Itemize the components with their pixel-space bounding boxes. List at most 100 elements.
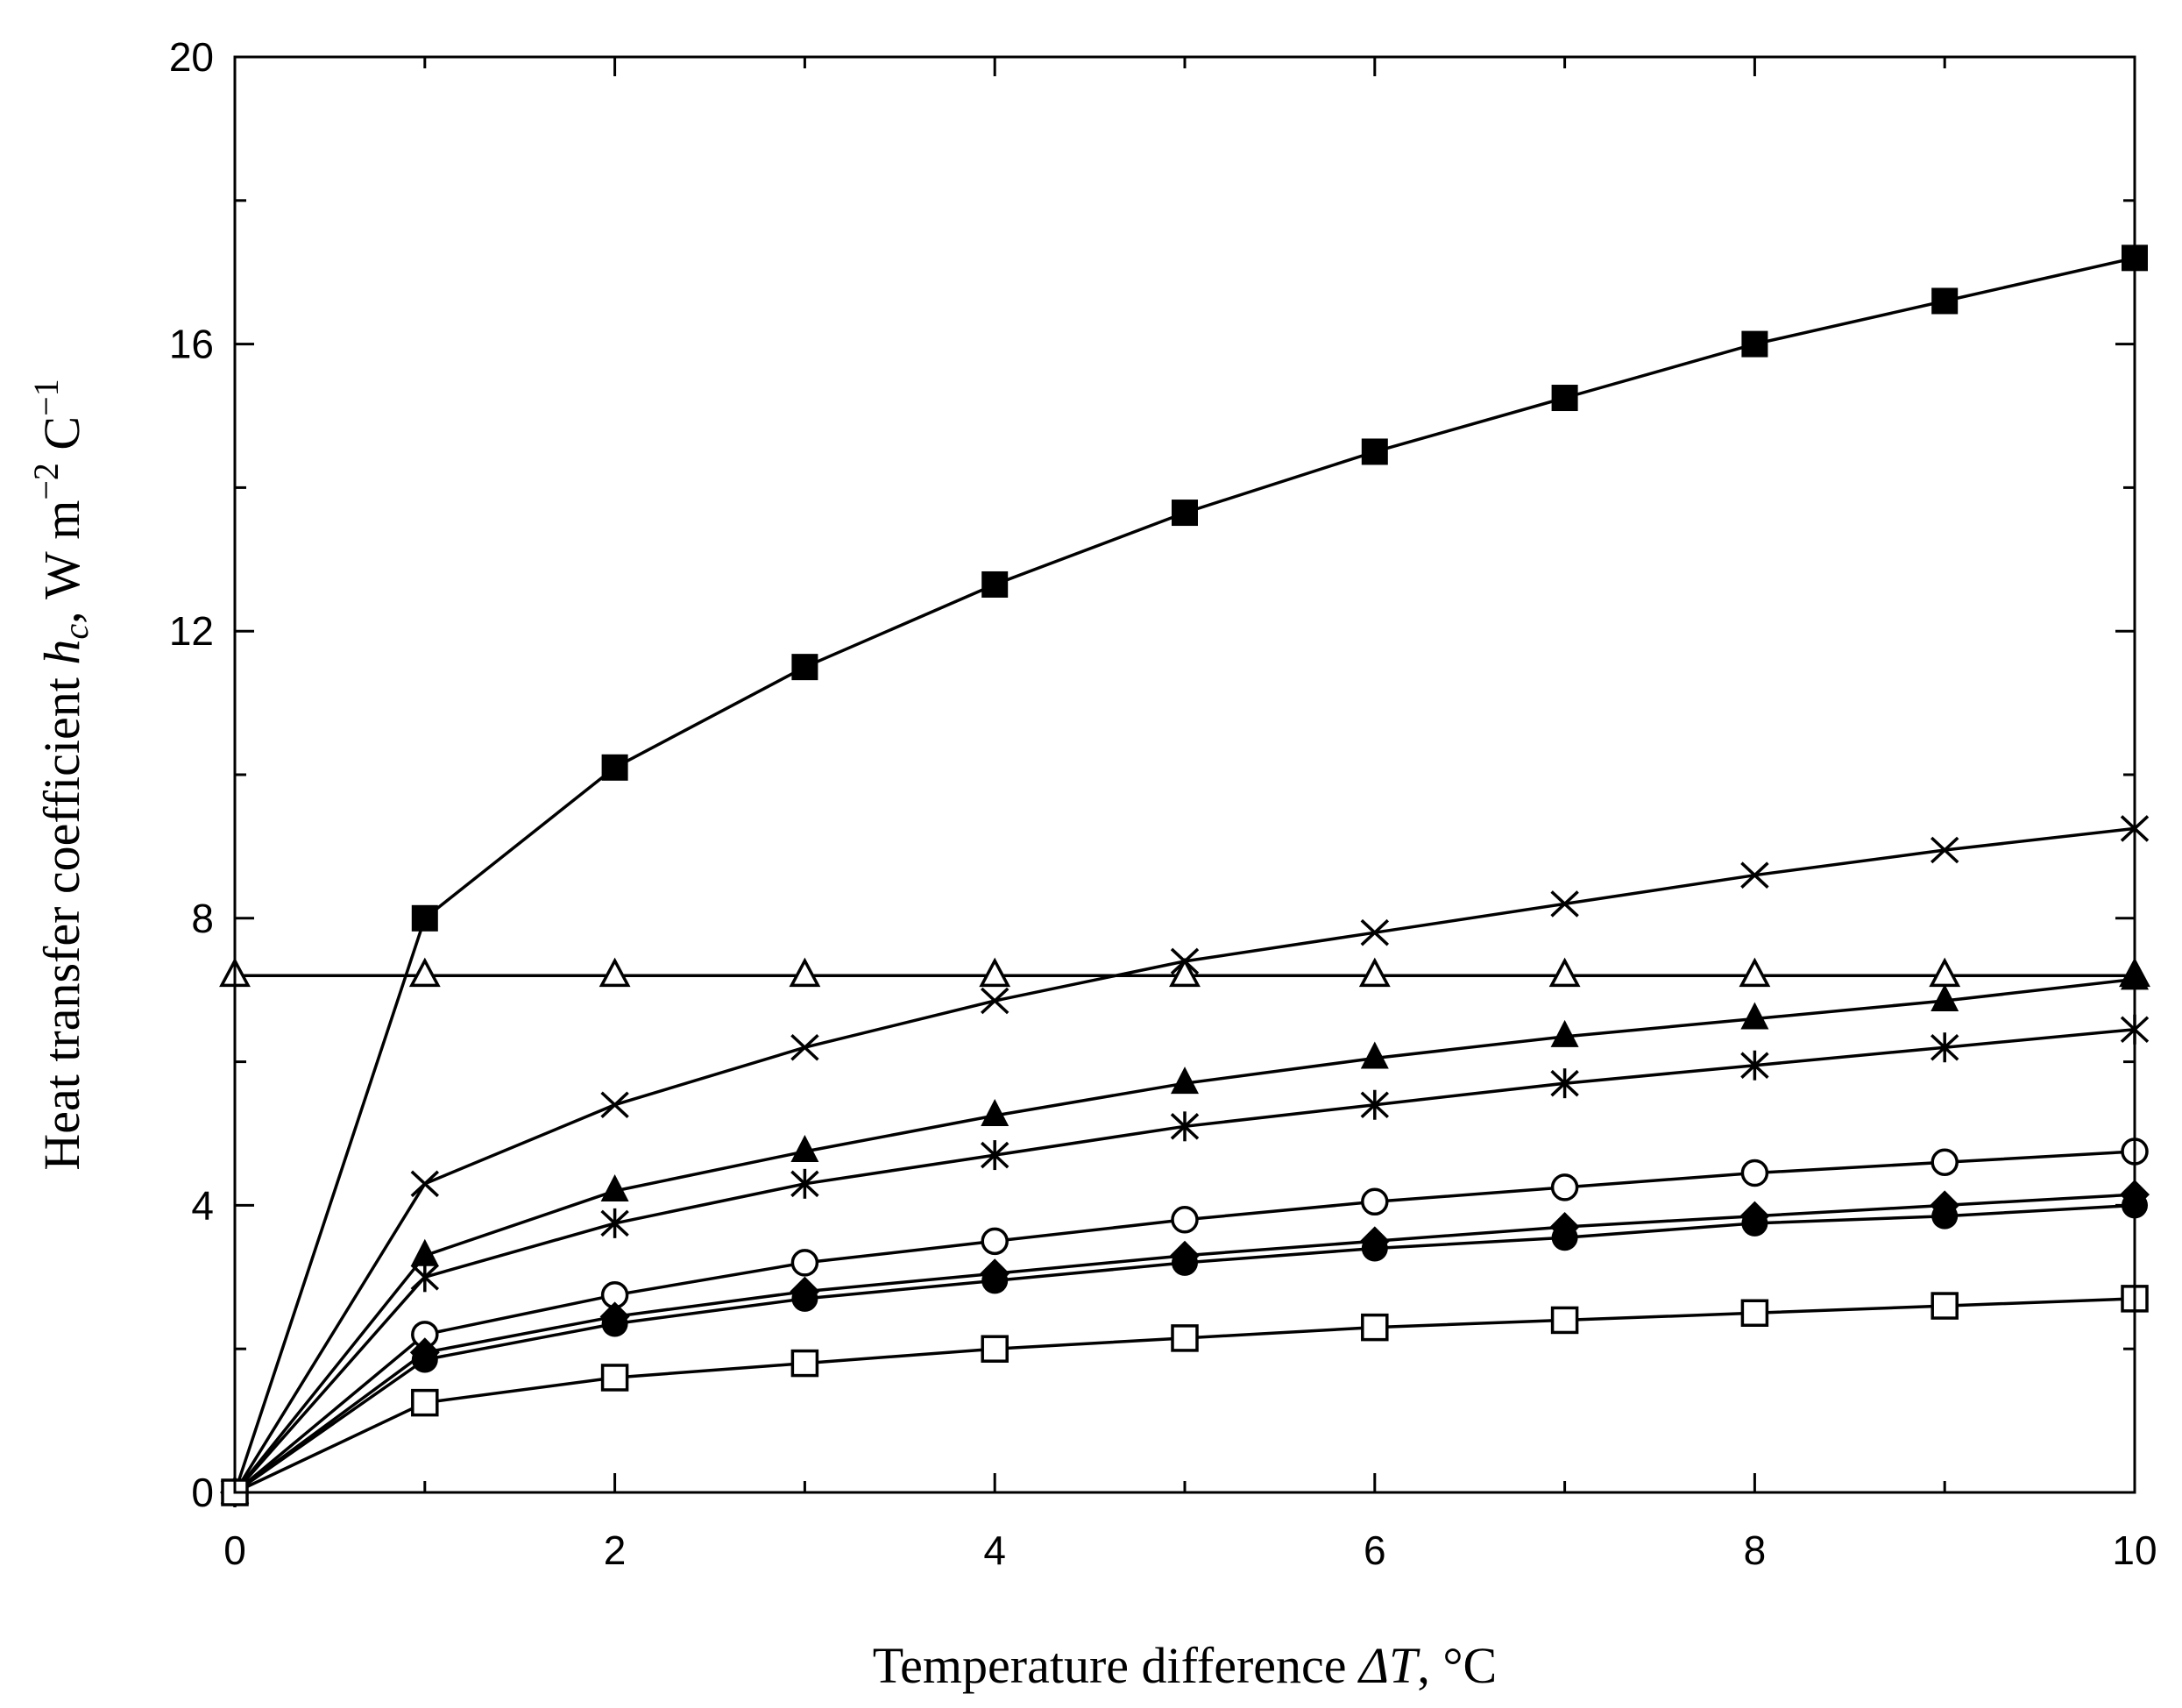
open-triangle-point <box>408 957 441 988</box>
cross-point <box>1931 836 1959 864</box>
open-circle-point <box>981 1227 1009 1256</box>
filled-circle-point <box>1931 1202 1959 1230</box>
y-axis-title-prefix: Heat transfer coefficient <box>33 665 90 1171</box>
asterisk-point <box>1740 1050 1769 1081</box>
cross-point <box>600 1091 629 1119</box>
open-square-point <box>790 1349 819 1378</box>
open-triangle-point <box>1739 957 1771 988</box>
open-triangle-point <box>1929 957 1961 988</box>
filled-circle-point <box>601 1310 628 1337</box>
filled-triangle-point <box>1550 1019 1579 1047</box>
filled-circle-point <box>1361 1235 1388 1262</box>
y-axis-title-subscript: c <box>56 624 96 640</box>
open-triangle-point <box>1169 957 1201 988</box>
filled-circle-point <box>1172 1249 1198 1276</box>
x-axis-title-symbol: ΔT <box>1357 1637 1420 1694</box>
y-tick-label: 20 <box>169 34 214 80</box>
x-tick-label: 8 <box>1744 1527 1767 1573</box>
filled-triangle-point <box>790 1134 819 1162</box>
series-lines <box>233 256 2136 1494</box>
filled-triangle-point <box>981 1099 1010 1127</box>
open-square-point <box>1931 1292 1959 1320</box>
open-square-point <box>981 1335 1009 1363</box>
open-circle-line <box>233 1150 2136 1494</box>
filled-triangle-point <box>600 1174 629 1202</box>
filled-square-point <box>1741 330 1768 358</box>
cross-point <box>981 987 1010 1015</box>
ticks-layer <box>233 55 2136 1494</box>
y-tick-label: 8 <box>191 896 214 941</box>
open-circle-point <box>1171 1206 1199 1234</box>
filled-triangle-point <box>1740 1002 1769 1030</box>
x-tick-label: 6 <box>1364 1527 1386 1573</box>
cross-line <box>233 826 2136 1493</box>
filled-square-point <box>1172 500 1198 527</box>
x-tick-label: 10 <box>2112 1527 2157 1573</box>
x-axis-title: Temperature difference ΔT, °C <box>873 1637 1497 1694</box>
open-circle-point <box>1550 1173 1579 1201</box>
filled-square-point <box>1361 438 1388 465</box>
open-triangle-point <box>599 957 631 988</box>
filled-square-point <box>601 754 628 781</box>
asterisk-point <box>1170 1111 1200 1142</box>
cross-point <box>1360 918 1389 946</box>
series-markers <box>219 245 2150 1507</box>
cross-point <box>790 1033 819 1061</box>
x-axis-title-prefix: Temperature difference <box>873 1637 1359 1694</box>
filled-circle-point <box>1741 1209 1768 1237</box>
x-tick-label: 4 <box>983 1527 1006 1573</box>
open-triangle-point <box>979 957 1011 988</box>
labels-layer: 0 4 8 12 16 20 0 2 4 6 8 10 <box>169 34 2157 1573</box>
open-triangle-point <box>1358 957 1391 988</box>
asterisk-point <box>600 1208 629 1238</box>
asterisk-point <box>1360 1089 1389 1120</box>
y-tick-label: 12 <box>169 608 214 654</box>
y-tick-label: 4 <box>191 1182 214 1228</box>
cross-point <box>410 1170 439 1198</box>
open-square-point <box>1361 1313 1389 1342</box>
open-square-point <box>600 1364 629 1392</box>
asterisk-point <box>981 1140 1010 1171</box>
asterisk-point <box>1550 1068 1579 1099</box>
x-tick-label: 0 <box>223 1527 246 1573</box>
open-circle-point <box>1740 1159 1769 1187</box>
open-square-point <box>1171 1324 1199 1352</box>
open-circle-point <box>790 1249 819 1277</box>
filled-square-point <box>981 571 1009 598</box>
asterisk-point <box>790 1168 819 1199</box>
y-tick-label: 0 <box>191 1470 214 1515</box>
open-circle-point <box>1361 1187 1389 1216</box>
plot-frame <box>233 55 2136 1494</box>
filled-square-point <box>1551 385 1578 412</box>
x-tick-label: 2 <box>604 1527 627 1573</box>
filled-circle-point <box>981 1267 1009 1294</box>
filled-square-point <box>791 654 818 681</box>
asterisk-point <box>1931 1032 1959 1063</box>
filled-triangle-point <box>1931 983 1959 1011</box>
open-square-point <box>1740 1299 1769 1327</box>
y-axis-title-symbol: h <box>33 640 90 665</box>
y-axis-title-unit-mid: C <box>33 416 90 463</box>
y-axis-title-exp2: −1 <box>26 379 66 416</box>
filled-circle-point <box>411 1346 438 1373</box>
y-axis-title-unit: , W m <box>33 500 90 624</box>
filled-square-point <box>1931 287 1959 315</box>
cross-point <box>1740 861 1769 889</box>
filled-circle-point <box>791 1285 818 1312</box>
cross-point <box>1550 890 1579 918</box>
filled-triangle-point <box>1360 1041 1389 1069</box>
open-triangle-point <box>1548 957 1581 988</box>
y-axis-title-exp1: −2 <box>26 463 66 500</box>
filled-circle-point <box>1551 1224 1578 1251</box>
y-axis-title: Heat transfer coefficient hc, W m−2 C−1 <box>26 379 96 1170</box>
open-square-point <box>1550 1306 1579 1335</box>
filled-triangle-point <box>410 1238 439 1266</box>
filled-triangle-point <box>1171 1067 1199 1095</box>
y-tick-label: 16 <box>169 322 214 367</box>
series-layer <box>219 245 2150 1507</box>
filled-square-point <box>411 904 438 932</box>
x-axis-title-suffix: , °C <box>1417 1637 1497 1694</box>
open-square-point <box>411 1388 439 1417</box>
asterisk-point <box>410 1262 439 1293</box>
